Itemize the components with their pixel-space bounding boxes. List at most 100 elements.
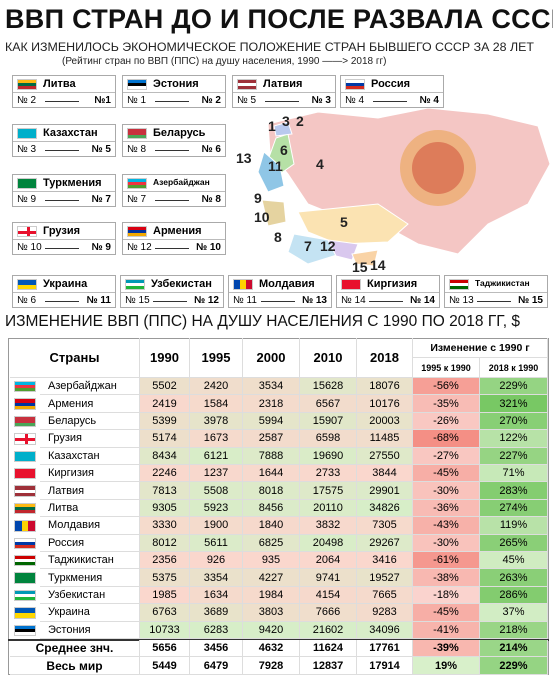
gdp-value: 4227 [243, 569, 300, 587]
change-header: Изменение с 1990 г [413, 338, 548, 358]
flag-stripe [15, 597, 35, 601]
rank-to: № 10 [195, 242, 221, 253]
arrow [265, 101, 299, 102]
map [257, 107, 551, 267]
gdp-value: 5656 [140, 640, 190, 658]
gdp-value: 3534 [243, 378, 300, 396]
gdp-value: 8012 [140, 534, 190, 552]
change-value: 122% [480, 430, 548, 448]
divider [341, 92, 443, 93]
flag [17, 79, 37, 90]
gdp-value: 3416 [357, 552, 413, 570]
change-value: 214% [480, 640, 548, 658]
gdp-value: 19527 [357, 569, 413, 587]
rank-card: Азербайджан № 7 № 8 [122, 174, 226, 207]
gdp-value: 9420 [243, 621, 300, 639]
gdp-value: 6479 [190, 657, 243, 675]
rank-card: Литва № 2 №1 [12, 75, 116, 108]
change-value: 321% [480, 395, 548, 413]
change-value: 283% [480, 482, 548, 500]
rank-from: № 2 [17, 95, 37, 106]
change-value: 119% [480, 517, 548, 535]
flag-stripe [342, 280, 360, 289]
flag [14, 572, 36, 584]
change-value: 263% [480, 569, 548, 587]
rank-to: № 15 [517, 295, 543, 306]
rank-to: № 9 [91, 242, 112, 253]
rank-from: № 9 [17, 194, 37, 205]
map-label: 10 [254, 209, 270, 225]
flag-stripe [18, 280, 36, 285]
caucasus [261, 199, 287, 227]
rank-card: Грузия № 10 № 9 [12, 222, 116, 255]
baltics [273, 121, 293, 137]
flag-stripe [128, 80, 146, 83]
flag-stripe [15, 510, 35, 514]
rank-from: № 3 [17, 144, 37, 155]
rank-to: № 2 [201, 95, 222, 106]
gdp-value: 5449 [140, 657, 190, 675]
flag [17, 279, 37, 290]
flag [14, 520, 36, 532]
change-value: -36% [413, 499, 480, 518]
country-name: Украина [40, 604, 140, 622]
country-name: Молдавия [40, 517, 140, 535]
gdp-value: 3844 [357, 465, 413, 483]
divider [123, 239, 225, 240]
divider [337, 292, 439, 293]
country-name: Латвия [40, 482, 140, 500]
flag-stripe [15, 486, 35, 490]
gdp-value: 1634 [190, 586, 243, 605]
flag [14, 450, 36, 462]
rank-card: Армения № 12 № 10 [122, 222, 226, 255]
change-value: 229% [480, 657, 548, 675]
flag-stripe [15, 556, 35, 560]
change-value: 286% [480, 586, 548, 605]
country-name: Армения [40, 395, 140, 413]
flag-stripe [15, 625, 35, 629]
gdp-value: 9283 [357, 604, 413, 622]
country-name: Беларусь [40, 412, 140, 431]
divider [13, 191, 115, 192]
change-value: 37% [480, 604, 548, 622]
gdp-value: 8018 [243, 482, 300, 500]
gdp-value: 3456 [190, 640, 243, 658]
flag-stripe [128, 233, 146, 236]
arrow [155, 101, 189, 102]
flag-stripe [128, 185, 146, 188]
country-name: Россия [371, 78, 411, 90]
map-label: 6 [280, 142, 288, 158]
flag-stripe [15, 402, 35, 406]
gdp-value: 2356 [140, 552, 190, 570]
rank-card: Украина № 6 № 11 [12, 275, 116, 308]
arrow [45, 101, 79, 102]
rank-card: Беларусь № 8 № 6 [122, 124, 226, 157]
rank-to: № 5 [91, 144, 112, 155]
subtitle: КАК ИЗМЕНИЛОСЬ ЭКОНОМИЧЕСКОЕ ПОЛОЖЕНИЕ С… [5, 40, 534, 54]
divider [233, 92, 335, 93]
flag-stripe [15, 451, 35, 461]
flag-stripe [15, 503, 35, 507]
change-value: 45% [480, 552, 548, 570]
map-label: 12 [320, 238, 336, 254]
flag-stripe [15, 541, 35, 545]
flag-stripe [346, 86, 364, 89]
rank-from: № 12 [127, 242, 152, 253]
gdp-value: 20498 [300, 534, 357, 552]
gdp-value: 5174 [140, 430, 190, 448]
flag [14, 468, 36, 480]
country-name: Грузия [40, 430, 140, 448]
flag-stripe [18, 179, 36, 188]
rank-from: № 1 [127, 95, 147, 106]
flag-stripe [15, 405, 35, 409]
flag-stripe [15, 559, 35, 563]
flag-stripe [15, 492, 35, 496]
gdp-value: 19690 [300, 447, 357, 465]
kyrgyzstan [351, 249, 379, 267]
gdp-value: 2246 [140, 465, 190, 483]
rank-to: № 8 [201, 194, 222, 205]
gdp-value: 1237 [190, 465, 243, 483]
country-name: Узбекистан [151, 278, 212, 290]
country-name: Туркмения [40, 569, 140, 587]
flag-stripe [128, 230, 146, 233]
